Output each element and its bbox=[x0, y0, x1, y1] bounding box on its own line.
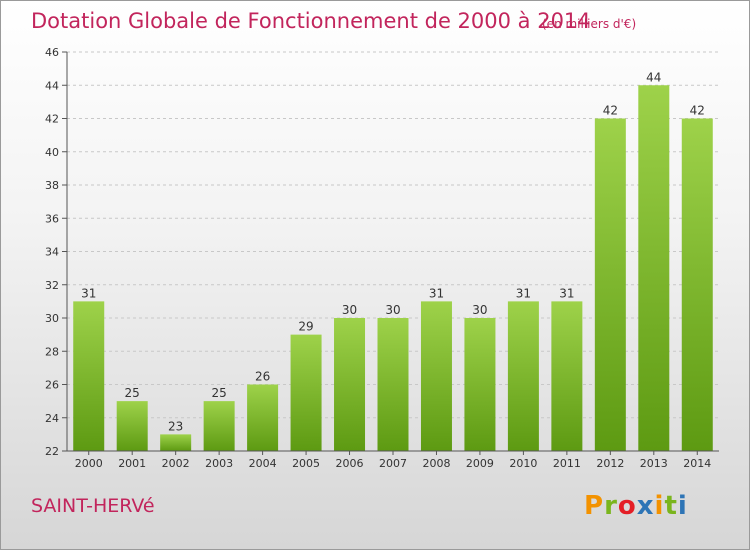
data-label: 23 bbox=[168, 419, 183, 433]
y-tick-label: 34 bbox=[45, 246, 59, 259]
x-tick-label: 2002 bbox=[162, 457, 190, 470]
y-tick-label: 44 bbox=[45, 79, 59, 92]
data-label: 42 bbox=[603, 104, 618, 118]
data-label: 30 bbox=[342, 303, 357, 317]
data-label: 42 bbox=[690, 104, 705, 118]
bar bbox=[420, 301, 452, 451]
x-tick-label: 2003 bbox=[205, 457, 233, 470]
proxiti-logo: Proxiti bbox=[584, 491, 688, 521]
data-label: 31 bbox=[516, 286, 531, 300]
logo-letter: t bbox=[664, 491, 678, 521]
x-tick-label: 2013 bbox=[640, 457, 668, 470]
bar bbox=[290, 334, 322, 451]
data-label: 31 bbox=[429, 286, 444, 300]
x-tick-label: 2004 bbox=[249, 457, 277, 470]
axes: 22 24 26 28 30 32 34 36 38 40 42 44 46 2000 2001 2002 20… bbox=[45, 46, 719, 470]
data-label: 30 bbox=[472, 303, 487, 317]
y-tick-label: 36 bbox=[45, 212, 59, 225]
x-tick-label: 2007 bbox=[379, 457, 407, 470]
chart-subtitle: (en milliers d'€) bbox=[542, 17, 637, 31]
x-tick-label: 2012 bbox=[596, 457, 624, 470]
bar bbox=[507, 301, 539, 451]
y-tick-label: 30 bbox=[45, 312, 59, 325]
x-tick-label: 2008 bbox=[422, 457, 450, 470]
x-tick-label: 2001 bbox=[118, 457, 146, 470]
bar bbox=[203, 401, 235, 451]
logo-letter: r bbox=[604, 491, 618, 521]
chart-title: Dotation Globale de Fonctionnement de 20… bbox=[31, 9, 591, 33]
bar bbox=[551, 301, 583, 451]
y-tick-label: 28 bbox=[45, 345, 59, 358]
logo-letter: x bbox=[636, 491, 655, 521]
x-tick-label: 2010 bbox=[509, 457, 537, 470]
bar bbox=[73, 301, 105, 451]
bar bbox=[116, 401, 148, 451]
bar bbox=[334, 318, 366, 451]
x-tick-label: 2014 bbox=[683, 457, 711, 470]
data-label: 30 bbox=[385, 303, 400, 317]
x-tick-label: 2011 bbox=[553, 457, 581, 470]
y-tick-label: 26 bbox=[45, 379, 59, 392]
bars bbox=[73, 85, 713, 451]
y-tick-label: 42 bbox=[45, 113, 59, 126]
bar bbox=[638, 85, 670, 451]
data-label: 31 bbox=[559, 286, 574, 300]
bar bbox=[681, 118, 713, 451]
bar bbox=[464, 318, 496, 451]
data-label: 44 bbox=[646, 70, 661, 84]
y-tick-label: 22 bbox=[45, 445, 59, 458]
x-tick-label: 2000 bbox=[75, 457, 103, 470]
x-tick-label: 2006 bbox=[336, 457, 364, 470]
data-label: 25 bbox=[211, 386, 226, 400]
commune-name: SAINT-HERVé bbox=[31, 495, 155, 517]
y-tick-label: 38 bbox=[45, 179, 59, 192]
y-tick-label: 46 bbox=[45, 46, 59, 59]
logo-letter: o bbox=[617, 491, 637, 521]
data-label: 31 bbox=[81, 286, 96, 300]
logo-letter: P bbox=[584, 491, 605, 521]
y-tick-label: 24 bbox=[45, 412, 59, 425]
y-tick-label: 40 bbox=[45, 146, 59, 159]
data-labels: 31 25 23 25 26 29 30 30 31 30 31 31 42 44 42 bbox=[81, 70, 705, 433]
data-label: 26 bbox=[255, 370, 270, 384]
data-label: 25 bbox=[125, 386, 140, 400]
bar bbox=[377, 318, 409, 451]
bar bbox=[247, 384, 279, 451]
bar bbox=[160, 434, 192, 451]
x-tick-label: 2009 bbox=[466, 457, 494, 470]
x-tick-label: 2005 bbox=[292, 457, 320, 470]
y-tick-label: 32 bbox=[45, 279, 59, 292]
logo-letter: i bbox=[654, 491, 665, 521]
logo-letter: i bbox=[677, 491, 688, 521]
data-label: 29 bbox=[298, 320, 313, 334]
bar bbox=[594, 118, 626, 451]
